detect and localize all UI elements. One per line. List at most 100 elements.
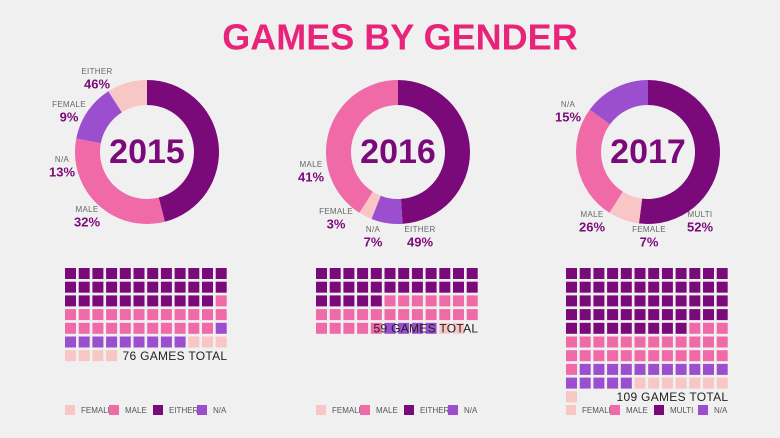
- waffle-cell: [425, 268, 437, 279]
- waffle-cell: [316, 295, 327, 307]
- waffle-cell: [160, 309, 172, 321]
- waffle-cell: [703, 363, 714, 375]
- legend-label: EITHER: [169, 406, 199, 415]
- waffle-cell: [634, 322, 646, 334]
- waffle-cell: [425, 295, 437, 307]
- waffle-cell: [579, 322, 591, 334]
- waffle-cell: [160, 336, 172, 348]
- donut-year: 2016: [360, 133, 436, 171]
- waffle-cell: [607, 350, 619, 362]
- waffle-cell: [566, 363, 577, 375]
- waffle-cell: [689, 336, 701, 348]
- waffle-cell: [174, 322, 186, 334]
- waffle-cell: [675, 336, 687, 348]
- donut-slice: [147, 80, 219, 222]
- legend-label: FEMALE: [332, 406, 364, 415]
- waffle-cell: [215, 268, 227, 279]
- waffle-cell: [703, 295, 714, 307]
- waffle-cell: [648, 268, 660, 279]
- waffle-cell: [411, 322, 423, 334]
- waffle-cell: [78, 336, 90, 348]
- waffle-cell: [133, 322, 145, 334]
- waffle-cell: [716, 281, 728, 293]
- waffle-cell: [92, 322, 104, 334]
- waffle-cell: [384, 309, 396, 321]
- waffle-cell: [593, 336, 605, 348]
- waffle-cell: [661, 336, 673, 348]
- waffle-cell: [593, 268, 605, 279]
- waffle-group: [439, 322, 464, 334]
- waffle-cell: [329, 309, 341, 321]
- waffle-cell: [661, 350, 673, 362]
- slice-value: 7%: [640, 234, 659, 249]
- waffle-cell: [106, 336, 118, 348]
- waffle-cell: [607, 309, 619, 321]
- slice-name: FEMALE: [319, 207, 353, 216]
- waffle-cell: [92, 336, 104, 348]
- waffle-cell: [466, 268, 478, 279]
- waffle-cell: [119, 309, 131, 321]
- waffle-cell: [106, 295, 118, 307]
- waffle-cell: [466, 309, 478, 321]
- waffle-group: [65, 336, 227, 362]
- waffle-cell: [716, 268, 728, 279]
- waffle-cell: [384, 281, 396, 293]
- waffle-cell: [92, 309, 104, 321]
- waffle-cell: [133, 281, 145, 293]
- waffle-cell: [106, 322, 118, 334]
- legend-label: N/A: [464, 406, 478, 415]
- legend-swatch: [109, 405, 119, 415]
- waffle-cell: [607, 363, 619, 375]
- waffle-cell: [703, 336, 714, 348]
- slice-value: 3%: [327, 216, 346, 231]
- waffle-cell: [147, 295, 159, 307]
- waffle-cell: [174, 268, 186, 279]
- waffle-cell: [133, 309, 145, 321]
- waffle-cell: [215, 309, 227, 321]
- waffle-cell: [593, 295, 605, 307]
- waffle-cell: [106, 309, 118, 321]
- waffle-cell: [65, 309, 76, 321]
- legend-label: MALE: [376, 406, 398, 415]
- waffle-cell: [370, 322, 382, 334]
- waffle-cell: [689, 281, 701, 293]
- slice-name: N/A: [55, 155, 70, 164]
- waffle-cell: [202, 309, 213, 321]
- legend-swatch: [404, 405, 414, 415]
- games-total: 109 GAMES TOTAL: [617, 390, 729, 404]
- waffle-cell: [65, 322, 76, 334]
- waffle-cell: [716, 295, 728, 307]
- waffle-group: [566, 377, 728, 403]
- waffle-cell: [689, 295, 701, 307]
- waffle-cell: [675, 350, 687, 362]
- waffle-cell: [65, 268, 76, 279]
- waffle-cell: [439, 309, 451, 321]
- legend-swatch: [610, 405, 620, 415]
- waffle-cell: [343, 295, 355, 307]
- waffle-cell: [398, 309, 410, 321]
- waffle-cell: [648, 350, 660, 362]
- legend-label: MALE: [626, 406, 648, 415]
- waffle-group: [566, 322, 728, 375]
- waffle-group: [65, 295, 227, 334]
- waffle-cell: [593, 281, 605, 293]
- waffle-cell: [65, 295, 76, 307]
- waffle-cell: [661, 268, 673, 279]
- slice-name: EITHER: [81, 67, 112, 76]
- slice-name: MALE: [300, 160, 323, 169]
- waffle-cell: [411, 281, 423, 293]
- waffle-cell: [634, 350, 646, 362]
- waffle-cell: [661, 295, 673, 307]
- waffle-cell: [620, 322, 632, 334]
- waffle-cell: [579, 281, 591, 293]
- waffle-cell: [620, 377, 632, 389]
- waffle-cell: [188, 295, 200, 307]
- waffle-cell: [579, 309, 591, 321]
- waffle-cell: [689, 309, 701, 321]
- waffle-cell: [716, 377, 728, 389]
- waffle-cell: [202, 281, 213, 293]
- waffle-cell: [78, 295, 90, 307]
- waffle-cell: [188, 309, 200, 321]
- games-total: 59 GAMES TOTAL: [373, 321, 478, 335]
- waffle-cell: [716, 309, 728, 321]
